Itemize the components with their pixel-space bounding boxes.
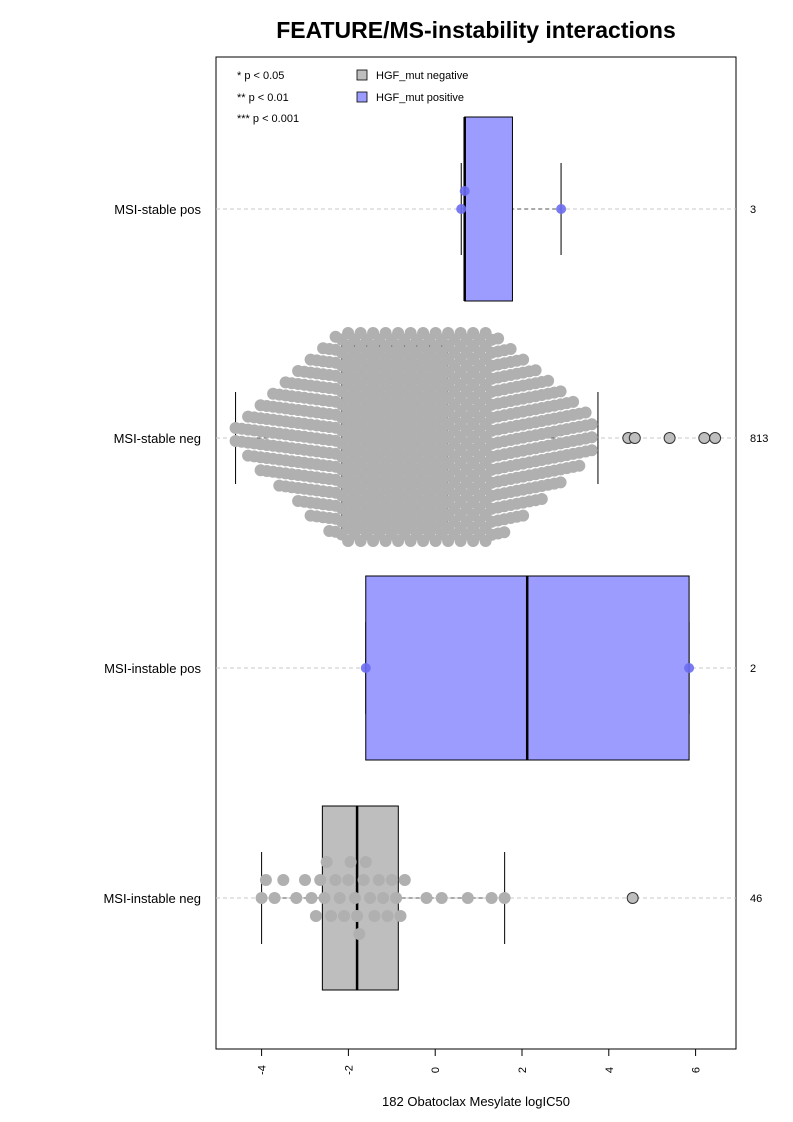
x-tick-label: 2 <box>517 1067 529 1073</box>
data-point <box>305 892 318 904</box>
data-point <box>290 892 303 904</box>
sig-legend-1: * p < 0.05 <box>237 70 284 82</box>
data-point <box>390 892 403 904</box>
significance-legend: * p < 0.05 ** p < 0.01 *** p < 0.001 <box>237 70 299 125</box>
data-point <box>357 874 370 886</box>
data-point <box>329 874 342 886</box>
y-tick-label: MSI-instable neg <box>103 891 201 906</box>
x-tick-label: 0 <box>430 1067 442 1073</box>
data-point <box>579 406 592 419</box>
data-point <box>320 856 333 868</box>
x-tick-label: -2 <box>343 1065 355 1075</box>
data-point <box>461 892 474 904</box>
data-point <box>435 892 448 904</box>
data-point <box>348 892 361 904</box>
outlier-point <box>628 432 641 444</box>
data-point <box>255 892 268 904</box>
data-point <box>338 910 351 922</box>
box-layer <box>235 116 690 991</box>
data-point <box>529 364 542 377</box>
legend-label-positive: HGF_mut positive <box>376 92 464 104</box>
data-point <box>585 431 598 444</box>
legend-swatch-negative <box>356 69 368 81</box>
data-point <box>353 928 366 940</box>
data-point <box>351 910 364 922</box>
data-point <box>299 874 311 886</box>
outlier-point <box>663 432 676 444</box>
y-tick-label: MSI-instable pos <box>104 661 201 676</box>
data-point <box>377 892 390 904</box>
data-point <box>381 910 394 922</box>
data-point <box>333 892 346 904</box>
legend-label-negative: HGF_mut negative <box>376 70 468 82</box>
data-point <box>535 493 548 505</box>
data-point <box>364 892 377 904</box>
data-point <box>585 444 598 457</box>
outlier-point <box>698 432 711 444</box>
sig-legend-3: *** p < 0.001 <box>237 113 299 125</box>
data-point <box>554 385 567 398</box>
data-point <box>554 476 567 489</box>
data-point <box>385 874 398 886</box>
data-point <box>394 910 407 922</box>
data-point <box>277 874 290 886</box>
data-point <box>318 892 331 904</box>
data-point <box>498 892 511 904</box>
point-layer <box>229 186 722 940</box>
data-point <box>456 204 467 214</box>
x-tick-label: -4 <box>257 1065 269 1075</box>
data-point <box>359 856 372 868</box>
count-label: 3 <box>750 204 756 216</box>
data-point <box>556 204 567 214</box>
data-point <box>268 892 281 904</box>
count-label: 2 <box>750 663 756 675</box>
data-point <box>517 509 530 522</box>
color-legend: HGF_mut negative HGF_mut positive <box>356 69 468 104</box>
count-label: 813 <box>750 433 768 445</box>
x-axis: -4 -2 0 2 4 6 <box>257 1048 703 1075</box>
outlier-point <box>709 432 722 444</box>
outlier-point <box>626 892 639 904</box>
data-point <box>585 418 598 431</box>
legend-swatch-positive <box>356 91 368 103</box>
sig-legend-2: ** p < 0.01 <box>237 92 289 104</box>
data-point <box>542 374 555 387</box>
y-axis-labels: MSI-stable pos MSI-stable neg MSI-instable… <box>103 202 201 906</box>
data-point <box>342 874 355 886</box>
data-point <box>498 526 511 539</box>
data-point <box>344 856 357 868</box>
y-tick-label: MSI-stable neg <box>114 431 201 446</box>
chart-title: FEATURE/MS-instability interactions <box>276 17 676 43</box>
gridlines <box>216 208 736 899</box>
data-point <box>314 874 327 886</box>
x-tick-label: 6 <box>691 1067 703 1073</box>
box <box>464 116 513 302</box>
data-point <box>485 892 498 904</box>
data-point <box>684 663 695 673</box>
x-tick-label: 4 <box>604 1067 616 1073</box>
data-point <box>325 910 337 922</box>
data-point <box>372 874 385 886</box>
y-tick-label: MSI-stable pos <box>114 202 201 217</box>
data-point <box>259 874 272 886</box>
data-point <box>398 874 411 886</box>
data-point <box>309 910 322 922</box>
data-point <box>492 332 505 345</box>
data-point <box>459 186 470 196</box>
data-point <box>420 892 433 904</box>
data-point <box>504 343 517 355</box>
data-point <box>573 459 586 472</box>
count-label: 46 <box>750 893 762 905</box>
data-point <box>567 395 580 408</box>
x-axis-label: 182 Obatoclax Mesylate logIC50 <box>382 1094 570 1109</box>
data-point <box>517 353 530 366</box>
data-point <box>360 663 371 673</box>
count-labels: 3 813 2 46 <box>750 204 768 905</box>
data-point <box>368 910 381 922</box>
